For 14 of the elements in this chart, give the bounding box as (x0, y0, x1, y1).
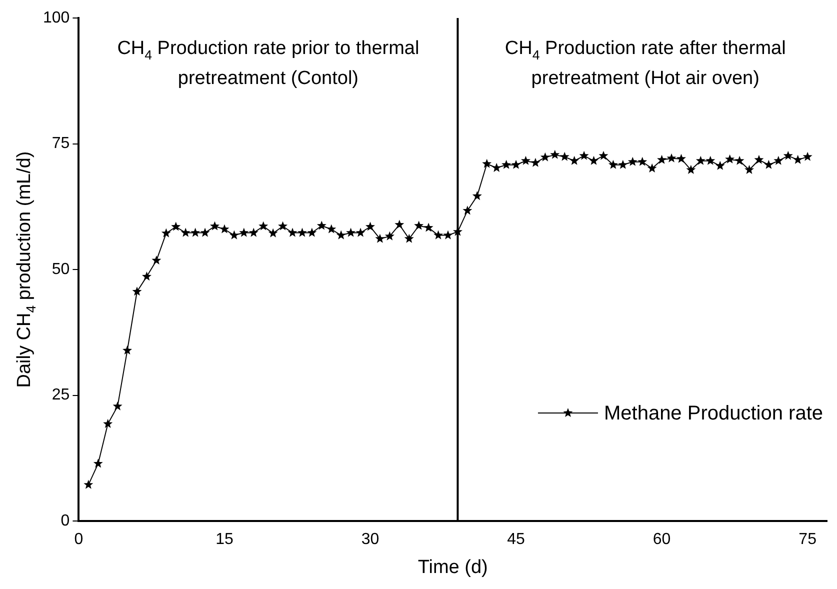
x-axis-title: Time (d) (418, 556, 488, 578)
y-tick-label: 75 (52, 135, 70, 152)
legend-label: Methane Production rate (604, 402, 824, 425)
y-axis-title: Daily CH4 production (mL/d) (14, 151, 39, 388)
x-tick-label: 75 (798, 531, 817, 548)
x-tick-label: 15 (216, 531, 234, 548)
y-tick-label: 25 (52, 386, 70, 404)
y-tick-label: 0 (60, 512, 70, 530)
x-tick-label: 0 (74, 531, 84, 548)
x-tick-label: 45 (507, 531, 526, 548)
y-tick-label: 50 (52, 260, 70, 278)
y-tick-label: 100 (42, 9, 70, 26)
x-tick-label: 60 (652, 531, 671, 548)
x-tick-label: 30 (361, 531, 380, 548)
